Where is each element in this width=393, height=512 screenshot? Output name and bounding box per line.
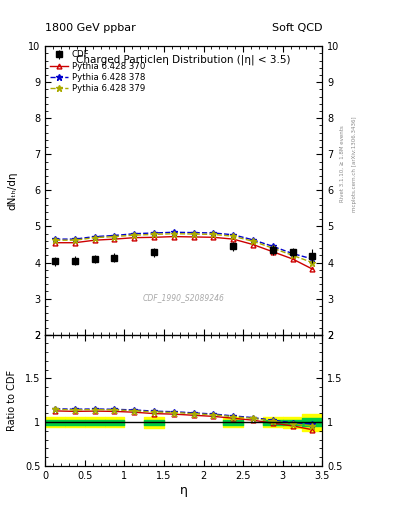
Pythia 6.428 379 xyxy=(270,245,275,251)
Pythia 6.428 370 xyxy=(92,237,97,243)
Y-axis label: dNₜₕ/dη: dNₜₕ/dη xyxy=(7,171,17,209)
Pythia 6.428 378 xyxy=(290,250,295,257)
Pythia 6.428 379 xyxy=(251,238,255,244)
Pythia 6.428 370 xyxy=(171,233,176,240)
Pythia 6.428 379 xyxy=(290,252,295,259)
Pythia 6.428 370 xyxy=(231,236,235,242)
Pythia 6.428 379 xyxy=(92,234,97,241)
Pythia 6.428 378 xyxy=(132,230,137,237)
Pythia 6.428 370 xyxy=(73,240,77,246)
Text: Soft QCD: Soft QCD xyxy=(272,23,322,33)
Pythia 6.428 378 xyxy=(73,236,77,242)
Pythia 6.428 378 xyxy=(270,243,275,249)
Pythia 6.428 378 xyxy=(191,229,196,236)
Pythia 6.428 370 xyxy=(290,256,295,262)
Text: Rivet 3.1.10, ≥ 1.8M events: Rivet 3.1.10, ≥ 1.8M events xyxy=(340,125,345,202)
Pythia 6.428 379 xyxy=(211,231,216,238)
Pythia 6.428 379 xyxy=(112,233,117,240)
Text: Charged Particleη Distribution (|η| < 3.5): Charged Particleη Distribution (|η| < 3.… xyxy=(77,55,291,65)
Pythia 6.428 378 xyxy=(231,232,235,238)
Pythia 6.428 378 xyxy=(152,230,156,236)
Pythia 6.428 370 xyxy=(112,236,117,242)
Pythia 6.428 378 xyxy=(211,230,216,236)
Pythia 6.428 379 xyxy=(171,230,176,237)
Pythia 6.428 378 xyxy=(53,236,57,242)
Pythia 6.428 379 xyxy=(310,260,315,266)
Pythia 6.428 379 xyxy=(191,231,196,237)
Pythia 6.428 370 xyxy=(152,234,156,240)
Pythia 6.428 379 xyxy=(231,233,235,239)
Pythia 6.428 370 xyxy=(251,242,255,248)
Pythia 6.428 378 xyxy=(171,229,176,236)
Pythia 6.428 379 xyxy=(73,237,77,243)
Y-axis label: Ratio to CDF: Ratio to CDF xyxy=(7,370,18,431)
X-axis label: η: η xyxy=(180,483,188,497)
Pythia 6.428 378 xyxy=(251,237,255,243)
Text: mcplots.cern.ch [arXiv:1306.3436]: mcplots.cern.ch [arXiv:1306.3436] xyxy=(352,116,357,211)
Pythia 6.428 379 xyxy=(152,231,156,238)
Pythia 6.428 370 xyxy=(191,234,196,240)
Text: CDF_1990_S2089246: CDF_1990_S2089246 xyxy=(143,293,225,302)
Text: 1800 GeV ppbar: 1800 GeV ppbar xyxy=(45,23,136,33)
Pythia 6.428 378 xyxy=(92,233,97,240)
Line: Pythia 6.428 378: Pythia 6.428 378 xyxy=(52,229,316,262)
Pythia 6.428 370 xyxy=(310,266,315,272)
Pythia 6.428 370 xyxy=(132,234,137,241)
Line: Pythia 6.428 370: Pythia 6.428 370 xyxy=(53,234,315,271)
Legend: CDF, Pythia 6.428 370, Pythia 6.428 378, Pythia 6.428 379: CDF, Pythia 6.428 370, Pythia 6.428 378,… xyxy=(48,49,147,95)
Pythia 6.428 379 xyxy=(132,232,137,238)
Pythia 6.428 378 xyxy=(310,256,315,262)
Pythia 6.428 379 xyxy=(53,237,57,243)
Line: Pythia 6.428 379: Pythia 6.428 379 xyxy=(52,230,316,266)
Pythia 6.428 370 xyxy=(53,240,57,246)
Pythia 6.428 378 xyxy=(112,232,117,239)
Pythia 6.428 370 xyxy=(270,249,275,255)
Pythia 6.428 370 xyxy=(211,234,216,240)
